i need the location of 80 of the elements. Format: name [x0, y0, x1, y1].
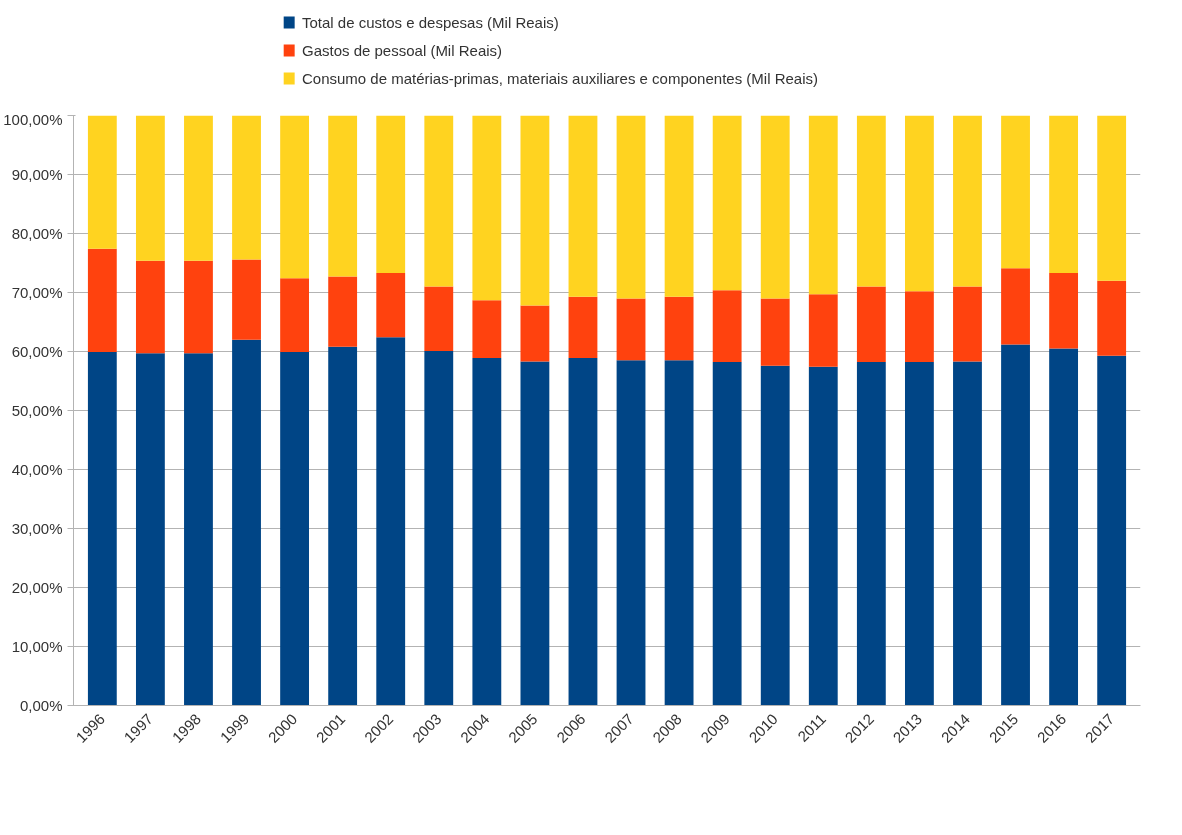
- bar: [712, 115, 742, 291]
- bar: [135, 260, 165, 354]
- bar: [760, 115, 790, 299]
- bar: [472, 357, 502, 706]
- bar: [424, 115, 454, 287]
- bar: [1097, 355, 1127, 706]
- y-tick-label: 50,00%: [11, 402, 63, 419]
- bar: [184, 115, 213, 261]
- y-tick-label: 80,00%: [11, 225, 63, 242]
- bar: [376, 115, 406, 274]
- y-tick-label: 90,00%: [11, 166, 63, 183]
- bar: [87, 248, 117, 353]
- bar: [664, 115, 694, 297]
- bar: [135, 115, 165, 261]
- bar: [1049, 348, 1079, 706]
- y-tick-label: 40,00%: [11, 461, 63, 478]
- bar: [856, 362, 886, 706]
- bar: [568, 115, 598, 297]
- y-tick-label: 100,00%: [3, 110, 63, 128]
- bar: [520, 115, 550, 306]
- bar: [280, 278, 310, 353]
- bar: [664, 360, 694, 706]
- bar: [424, 350, 454, 706]
- legend-label: Total de custos e despesas (Mil Reais): [301, 14, 559, 31]
- bar: [616, 115, 646, 299]
- bar: [328, 115, 358, 277]
- bar: [376, 273, 406, 338]
- bar: [232, 339, 261, 706]
- bar: [424, 286, 454, 351]
- bar: [664, 296, 694, 361]
- bar: [904, 115, 934, 292]
- bar: [808, 366, 838, 706]
- bar: [856, 286, 886, 363]
- bar: [808, 294, 838, 367]
- bar: [472, 300, 502, 358]
- bar: [328, 276, 358, 347]
- bar: [953, 115, 982, 287]
- bar: [953, 286, 982, 362]
- bar: [1001, 115, 1030, 269]
- bar: [87, 352, 117, 706]
- bar: [953, 361, 982, 706]
- bar: [904, 291, 934, 363]
- bar: [184, 353, 213, 706]
- bar: [232, 115, 261, 260]
- y-tick-label: 30,00%: [11, 520, 63, 537]
- bar: [520, 361, 550, 706]
- bar: [712, 290, 742, 363]
- bar: [87, 115, 117, 249]
- bar: [760, 365, 790, 706]
- bar: [376, 337, 406, 706]
- bar: [1049, 115, 1079, 274]
- bar: [1001, 268, 1030, 345]
- bar: [280, 115, 310, 279]
- bar: [328, 346, 358, 706]
- bar: [135, 353, 165, 706]
- bar: [472, 115, 502, 301]
- bar: [1097, 280, 1127, 356]
- bar: [1097, 115, 1127, 281]
- bar: [520, 305, 550, 362]
- bar: [616, 298, 646, 361]
- y-tick-label: 10,00%: [11, 638, 63, 655]
- y-tick-label: 0,00%: [19, 697, 63, 714]
- bar: [280, 352, 310, 706]
- legend-label: Gastos de pessoal (Mil Reais): [301, 42, 503, 59]
- bar: [184, 260, 213, 354]
- bar: [808, 115, 838, 295]
- bar: [616, 360, 646, 706]
- bar: [856, 115, 886, 287]
- legend-label: Consumo de matérias-primas, materiais auxiliares e componentes (Mil Reais): [301, 70, 818, 87]
- bar: [1001, 344, 1030, 706]
- y-tick-label: 60,00%: [11, 343, 63, 360]
- bar: [568, 296, 598, 358]
- bar: [568, 357, 598, 706]
- y-tick-label: 20,00%: [11, 579, 63, 596]
- y-tick-label: 70,00%: [11, 284, 63, 301]
- bar: [1049, 273, 1079, 349]
- bar: [232, 259, 261, 340]
- bar: [904, 362, 934, 706]
- bar: [760, 298, 790, 366]
- bar: [712, 362, 742, 706]
